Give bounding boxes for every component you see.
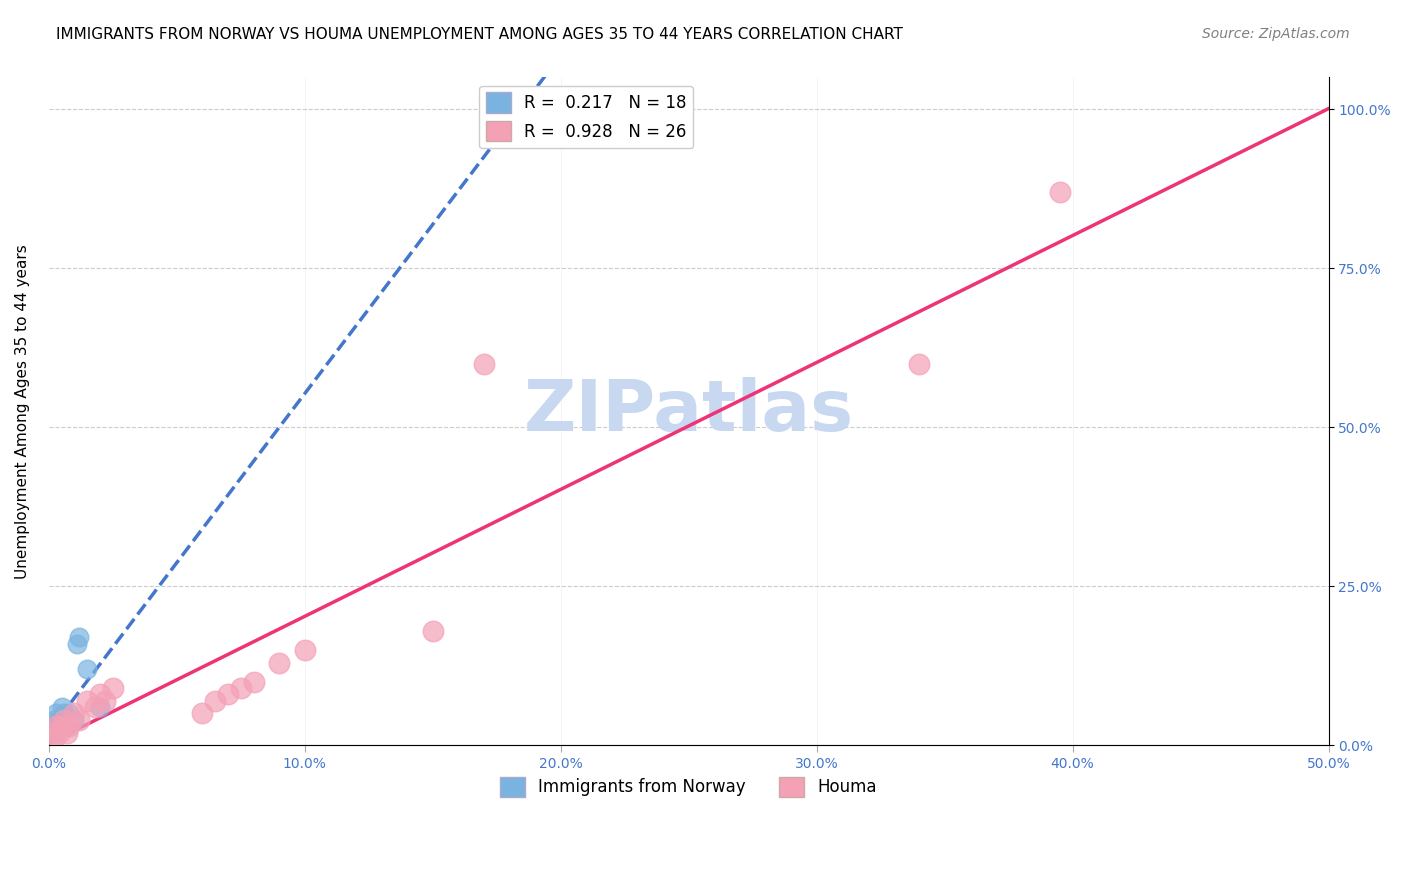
Point <box>63 706 86 721</box>
Point <box>242 674 264 689</box>
Point <box>42 719 65 733</box>
Point <box>63 713 86 727</box>
Point <box>94 694 117 708</box>
Point <box>48 713 70 727</box>
Point <box>58 706 80 721</box>
Text: Source: ZipAtlas.com: Source: ZipAtlas.com <box>1202 27 1350 41</box>
Point <box>66 636 89 650</box>
Point <box>294 643 316 657</box>
Point <box>83 700 105 714</box>
Point <box>55 719 77 733</box>
Point <box>48 719 70 733</box>
Point <box>51 700 73 714</box>
Point <box>89 700 111 714</box>
Point <box>39 725 62 739</box>
Point <box>45 719 67 733</box>
Point <box>269 656 291 670</box>
Point <box>45 725 67 739</box>
Point <box>53 713 76 727</box>
Point <box>76 662 98 676</box>
Point <box>53 706 76 721</box>
Point <box>69 713 91 727</box>
Point <box>45 706 67 721</box>
Point <box>51 719 73 733</box>
Point <box>55 725 77 739</box>
Text: IMMIGRANTS FROM NORWAY VS HOUMA UNEMPLOYMENT AMONG AGES 35 TO 44 YEARS CORRELATI: IMMIGRANTS FROM NORWAY VS HOUMA UNEMPLOY… <box>56 27 903 42</box>
Point <box>472 357 495 371</box>
Text: ZIPatlas: ZIPatlas <box>523 376 853 446</box>
Point <box>53 713 76 727</box>
Point <box>89 687 111 701</box>
Point <box>58 719 80 733</box>
Point <box>69 630 91 644</box>
Legend: Immigrants from Norway, Houma: Immigrants from Norway, Houma <box>494 770 884 804</box>
Point <box>1049 185 1071 199</box>
Point <box>51 719 73 733</box>
Point <box>42 713 65 727</box>
Point <box>48 725 70 739</box>
Point <box>42 731 65 746</box>
Point <box>101 681 124 695</box>
Point <box>76 694 98 708</box>
Point <box>39 725 62 739</box>
Point <box>191 706 214 721</box>
Y-axis label: Unemployment Among Ages 35 to 44 years: Unemployment Among Ages 35 to 44 years <box>15 244 30 579</box>
Point <box>908 357 931 371</box>
Point <box>422 624 444 638</box>
Point <box>217 687 239 701</box>
Point <box>204 694 226 708</box>
Point <box>229 681 252 695</box>
